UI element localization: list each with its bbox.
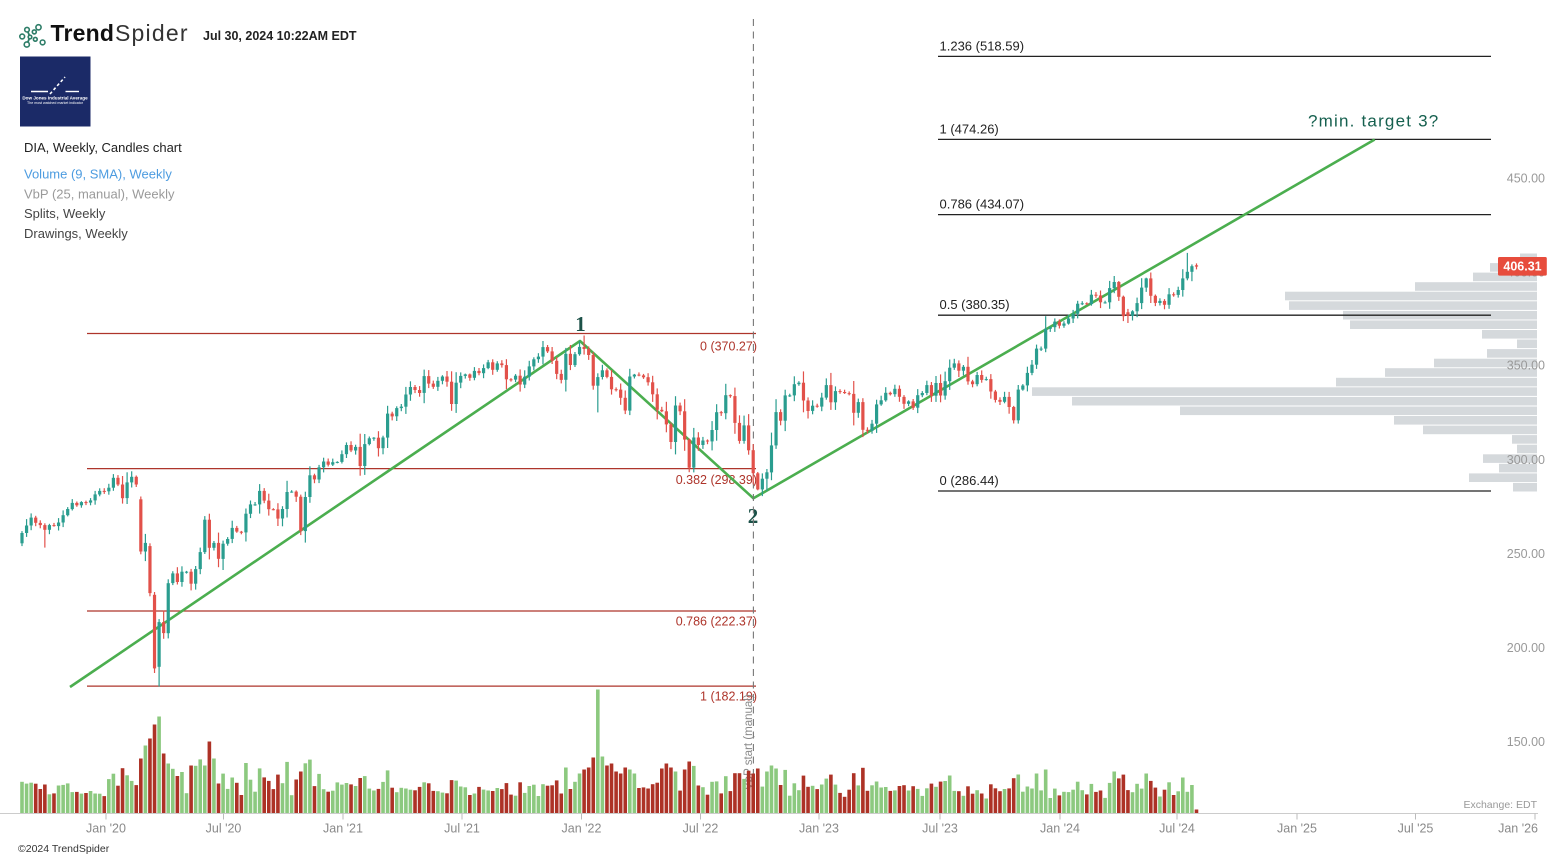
svg-text:0 (370.27): 0 (370.27) xyxy=(700,340,757,354)
svg-text:Jan '24: Jan '24 xyxy=(1040,822,1080,836)
svg-text:Jul 30, 2024 10:22AM EDT: Jul 30, 2024 10:22AM EDT xyxy=(203,29,357,43)
svg-text:Trend: Trend xyxy=(51,20,115,46)
svg-text:0 (286.44): 0 (286.44) xyxy=(940,473,999,488)
svg-text:Jan '22: Jan '22 xyxy=(562,822,602,836)
svg-text:Jan '25: Jan '25 xyxy=(1277,822,1317,836)
svg-text:Volume (9, SMA), Weekly: Volume (9, SMA), Weekly xyxy=(24,167,172,182)
svg-text:1 (474.26): 1 (474.26) xyxy=(940,122,999,137)
svg-text:?min. target 3?: ?min. target 3? xyxy=(1308,112,1439,131)
svg-text:The most watched market indica: The most watched market indicator xyxy=(27,101,84,105)
svg-text:Jan '23: Jan '23 xyxy=(799,822,839,836)
svg-text:Jul '23: Jul '23 xyxy=(922,822,958,836)
svg-text:1: 1 xyxy=(575,312,586,336)
svg-text:Jul '22: Jul '22 xyxy=(683,822,719,836)
svg-text:Jan '20: Jan '20 xyxy=(86,822,126,836)
svg-text:150.00: 150.00 xyxy=(1507,735,1545,749)
svg-text:0.786 (222.37): 0.786 (222.37) xyxy=(676,615,757,629)
svg-text:2: 2 xyxy=(748,504,759,528)
svg-text:Spider: Spider xyxy=(115,20,189,46)
svg-text:Dow Jones Industrial Average: Dow Jones Industrial Average xyxy=(22,96,88,101)
svg-text:©2024 TrendSpider: ©2024 TrendSpider xyxy=(18,843,110,855)
svg-text:DIA, Weekly, Candles chart: DIA, Weekly, Candles chart xyxy=(24,140,182,155)
svg-text:Exchange: EDT: Exchange: EDT xyxy=(1463,799,1537,811)
svg-text:350.00: 350.00 xyxy=(1507,359,1545,373)
svg-text:0.382 (298.39): 0.382 (298.39) xyxy=(676,473,757,487)
svg-text:0.786 (434.07): 0.786 (434.07) xyxy=(940,197,1025,212)
svg-text:250.00: 250.00 xyxy=(1507,547,1545,561)
svg-text:Jan '21: Jan '21 xyxy=(323,822,363,836)
svg-text:300.00: 300.00 xyxy=(1507,453,1545,467)
svg-text:Splits, Weekly: Splits, Weekly xyxy=(24,206,106,221)
svg-text:Drawings, Weekly: Drawings, Weekly xyxy=(24,226,128,241)
svg-text:200.00: 200.00 xyxy=(1507,641,1545,655)
svg-text:406.31: 406.31 xyxy=(1503,260,1541,274)
svg-text:1 (182.19): 1 (182.19) xyxy=(700,690,757,704)
svg-text:1.236 (518.59): 1.236 (518.59) xyxy=(940,39,1025,54)
svg-text:Jul '20: Jul '20 xyxy=(206,822,242,836)
svg-text:VbP (25, manual), Weekly: VbP (25, manual), Weekly xyxy=(24,187,175,202)
svg-text:VbP start (manual): VbP start (manual) xyxy=(743,694,755,790)
svg-text:0.5 (380.35): 0.5 (380.35) xyxy=(940,297,1010,312)
svg-text:Jan '26: Jan '26 xyxy=(1498,822,1538,836)
svg-text:Jul '24: Jul '24 xyxy=(1159,822,1195,836)
svg-text:450.00: 450.00 xyxy=(1507,171,1545,185)
svg-text:Jul '21: Jul '21 xyxy=(444,822,480,836)
svg-text:Jul '25: Jul '25 xyxy=(1398,822,1434,836)
